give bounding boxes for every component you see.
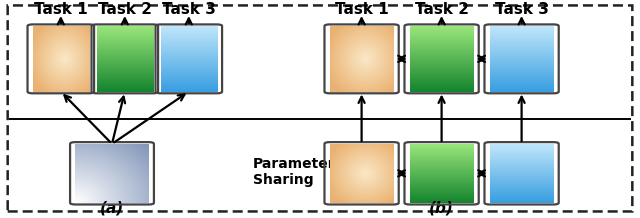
Text: Task 2: Task 2	[98, 2, 152, 17]
Text: Task 1: Task 1	[34, 2, 88, 17]
Text: (a): (a)	[100, 201, 124, 216]
Text: Task 3: Task 3	[495, 2, 548, 17]
Text: Task 1: Task 1	[335, 2, 388, 17]
Text: (b): (b)	[429, 201, 454, 216]
Text: Parameter
Sharing: Parameter Sharing	[253, 157, 335, 187]
FancyBboxPatch shape	[8, 5, 632, 211]
Text: Task 3: Task 3	[162, 2, 216, 17]
Text: Task 2: Task 2	[415, 2, 468, 17]
